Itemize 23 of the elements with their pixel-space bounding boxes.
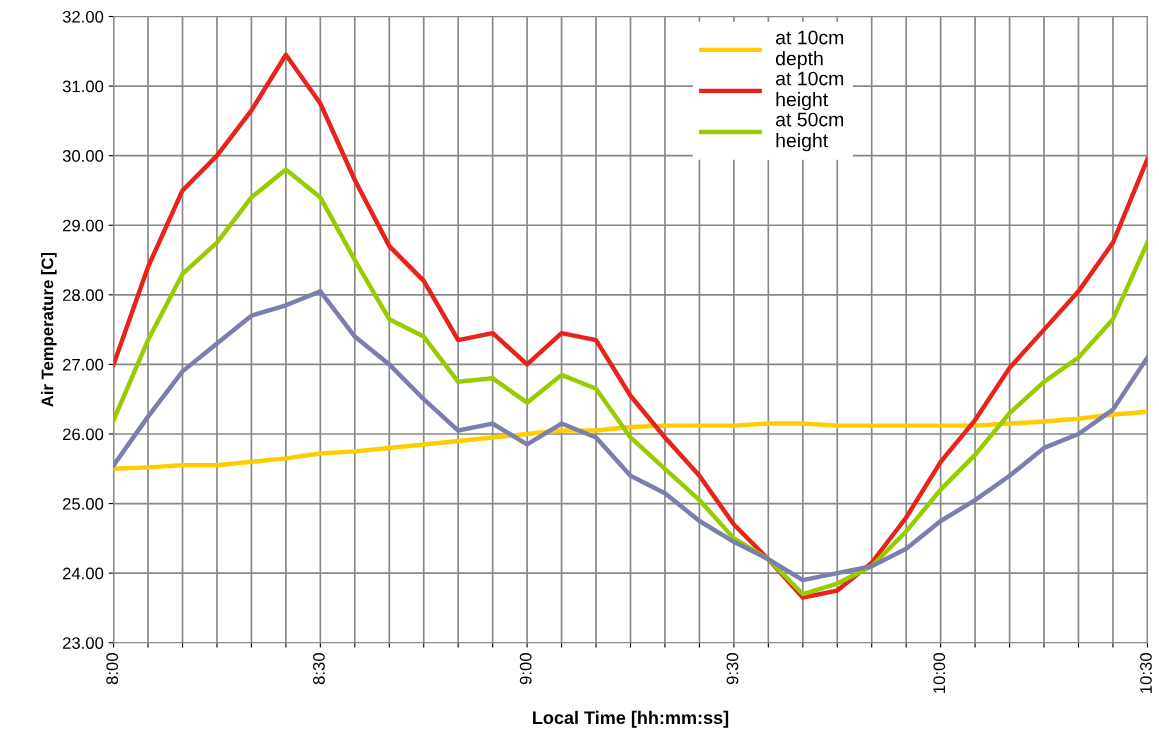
x-tick-label: 10:00 bbox=[933, 653, 946, 693]
line-series bbox=[113, 167, 1148, 597]
x-axis-title: Local Time [hh:mm:ss] bbox=[533, 710, 729, 728]
legend-label: at 50cm height bbox=[775, 112, 844, 152]
y-tick-label: 30.00 bbox=[62, 150, 104, 162]
x-tick-label: 8:30 bbox=[313, 653, 325, 685]
y-tick-label: 24.00 bbox=[63, 567, 104, 580]
y-tick-label: 29.00 bbox=[63, 219, 104, 232]
y-tick-label: 25.00 bbox=[63, 497, 104, 510]
line-series bbox=[113, 409, 1148, 472]
line-series bbox=[113, 289, 1148, 583]
x-tick-label: 8:00 bbox=[106, 653, 119, 685]
y-tick-label: 31.00 bbox=[62, 80, 104, 93]
x-tick-label: 10:30 bbox=[1140, 653, 1152, 693]
y-axis-title: Air Temperature [C] bbox=[41, 252, 57, 407]
y-tick-label: 23.00 bbox=[63, 637, 104, 649]
y-tick-label: 32.00 bbox=[62, 10, 104, 23]
x-tick-label: 9:30 bbox=[726, 653, 739, 685]
y-tick-label: 26.00 bbox=[63, 428, 104, 441]
line-series bbox=[113, 52, 1148, 600]
y-tick-label: 28.00 bbox=[63, 289, 104, 302]
x-tick-label: 9:00 bbox=[519, 653, 532, 685]
y-tick-label: 27.00 bbox=[63, 358, 104, 371]
